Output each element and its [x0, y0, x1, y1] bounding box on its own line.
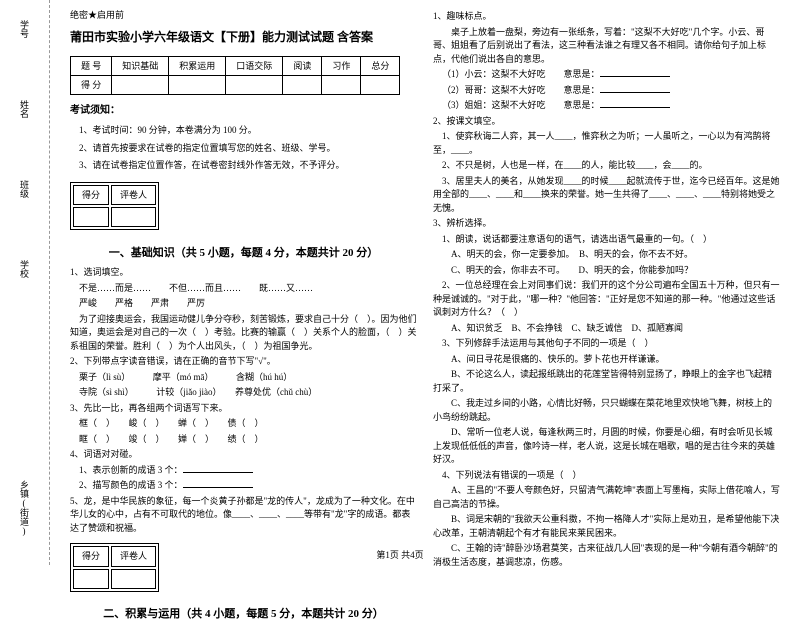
r3-l2: 2、一位总经理在会上对同事们说：我们开的这个分公司遍布全国五十万种，但只有一种是…	[433, 279, 780, 320]
th-1: 知识基础	[112, 56, 169, 75]
r3-l4: 4、下列说法有错误的一项是（ ）	[433, 469, 780, 483]
right-column: 1、趣味标点。 桌子上放着一盘梨，旁边有一张纸条，写着："这梨不大好吃"几个字。…	[425, 8, 788, 557]
r3-l3: 3、下列修辞手法运用与其他句子不同的一项是（ ）	[433, 337, 780, 351]
margin-label-name: 姓名	[18, 100, 31, 118]
r1-num: 1、趣味标点。	[433, 10, 780, 24]
q1-l3: 为了迎接奥运会，我国运动健儿争分夺秒，刻苦锻炼，要求自己十分（ ）。因为他们知道…	[70, 313, 417, 354]
th-num: 题 号	[71, 56, 112, 75]
margin-label-school: 学校	[18, 260, 31, 278]
notice-3: 3、请在试卷指定位置作答，在试卷密封线外作答无效，不予评分。	[70, 158, 417, 172]
score-table: 题 号 知识基础 积累运用 口语交际 阅读 习作 总分 得 分	[70, 56, 400, 96]
exam-title: 莆田市实验小学六年级语文【下册】能力测试试题 含答案	[70, 28, 417, 47]
notice-title: 考试须知：	[70, 103, 417, 119]
th-5: 习作	[322, 56, 361, 75]
margin-label-town: 乡镇(街道)	[18, 480, 31, 536]
r3-od1: A、王昌的"不要人夸颜色好，只留清气满乾坤"表面上写墨梅，实际上借花喻人，写自己…	[433, 484, 780, 511]
r3-l1: 1、朗读，说话都要注意语句的语气，请选出语气最重的一句。（ ）	[433, 233, 780, 247]
q1-l1: 不是……而是…… 不但……而且…… 既……又……	[70, 282, 417, 296]
r1-l2: （2）哥哥：这梨不大好吃 意思是：	[433, 84, 780, 98]
content-area: 绝密★启用前 莆田市实验小学六年级语文【下册】能力测试试题 含答案 题 号 知识…	[50, 0, 800, 565]
r2-l3: 3、居里夫人的美名，从她发现____的时候____起就流传于世，迄今已经百年。这…	[433, 175, 780, 216]
th-4: 阅读	[283, 56, 322, 75]
r3-od2: B、词是宋朝的"我欲天公重科擞，不拘一格降人才"实际上是劝丑，是希望他能下决心改…	[433, 513, 780, 540]
th-6: 总分	[361, 56, 400, 75]
section-1-title: 一、基础知识（共 5 小题，每题 4 分，本题共计 20 分）	[70, 245, 417, 263]
q1-l2: 严峻 严格 严肃 严厉	[70, 297, 417, 311]
q5: 5、龙，是中华民族的象征，每一个炎黄子孙都是"龙的传人"，龙成为了一种文化。在中…	[70, 495, 417, 536]
notice-2: 2、请首先按要求在试卷的指定位置填写您的姓名、班级、学号。	[70, 141, 417, 155]
section-2-title: 二、积累与运用（共 4 小题，每题 5 分，本题共计 20 分）	[70, 606, 417, 624]
r3-oa1: A、明天的会，你一定要参加。 B、明天的会，你不去不好。	[433, 248, 780, 262]
q3-l1: 框（ ） 峻（ ） 蝉（ ） 债（ ）	[70, 417, 417, 431]
q4-num: 4、词语对对碰。	[70, 448, 417, 462]
r3-oa2: C、明天的会，你非去不可。 D、明天的会，你能参加吗？	[433, 264, 780, 278]
r3-oc3: C、我走过乡间的小路，心情比好畅，只只蝴蝶在菜花地里欢快地飞舞，树枝上的小鸟纷纷…	[433, 397, 780, 424]
r3-ob: A、知识贫乏 B、不会挣钱 C、缺乏诚信 D、孤陋寡闻	[433, 322, 780, 336]
r3-oc1: A、间日寻花是很痛的、快乐的。萝卜花也开样谦谦。	[433, 353, 780, 367]
r1-l3: （3）姐姐：这梨不大好吃 意思是：	[433, 99, 780, 113]
q1-num: 1、选词填空。	[70, 266, 417, 280]
q3-l2: 眶（ ） 竣（ ） 婵（ ） 绩（ ）	[70, 433, 417, 447]
margin-label-class: 班级	[18, 180, 31, 198]
confidential-label: 绝密★启用前	[70, 8, 417, 22]
r2-l1: 1、使弈秋诲二人弈，其一人____，惟弈秋之为听；一人虽听之，一心以为有鸿鹄将至…	[433, 130, 780, 157]
q2-num: 2、下列带点字读音错误，请在正确的音节下写"√"。	[70, 355, 417, 369]
margin-label-id: 学号	[18, 20, 31, 38]
q3-num: 3、先比一比，再各组两个词语写下来。	[70, 402, 417, 416]
th-3: 口语交际	[226, 56, 283, 75]
r1-text: 桌子上放着一盘梨，旁边有一张纸条，写着："这梨不大好吃"几个字。小云、哥哥、姐姐…	[433, 26, 780, 67]
r3-num: 3、辨析选择。	[433, 217, 780, 231]
q2-l1: 栗子（lì sù） 摩平（mó mā） 含糊（hú hú）	[70, 371, 417, 385]
r2-l2: 2、不只是树，人也是一样，在____的人，能比较____，会____的。	[433, 159, 780, 173]
notice-1: 1、考试时间：90 分钟，本卷满分为 100 分。	[70, 123, 417, 137]
score-box-1: 得分评卷人	[70, 182, 159, 231]
left-column: 绝密★启用前 莆田市实验小学六年级语文【下册】能力测试试题 含答案 题 号 知识…	[62, 8, 425, 557]
th-2: 积累运用	[169, 56, 226, 75]
r1-l1: （1）小云：这梨不大好吃 意思是：	[433, 68, 780, 82]
q2-l2: 寺院（sì shì） 计较（jiǎo jiào） 养尊处优（chǔ chù）	[70, 386, 417, 400]
r3-oc4: D、常听一位老人说，每逢秋两三时，月圆的时候，你要是心细，有时会听见长城上发现低…	[433, 426, 780, 467]
r2-num: 2、按课文填空。	[433, 115, 780, 129]
score-box-2: 得分评卷人	[70, 543, 159, 592]
q4-l2: 2、描写颜色的成语 3 个：	[70, 479, 417, 493]
r3-oc2: B、不论这么人，读起报纸跳出的花莲堂皆得特别显扬了，睁眼上的金字也飞起精打采了。	[433, 368, 780, 395]
row-score: 得 分	[71, 75, 112, 94]
binding-margin: 学号 姓名 班级 学校 乡镇(街道)	[0, 0, 50, 565]
q4-l1: 1、表示创新的成语 3 个：	[70, 464, 417, 478]
page-footer: 第1页 共4页	[376, 548, 423, 561]
